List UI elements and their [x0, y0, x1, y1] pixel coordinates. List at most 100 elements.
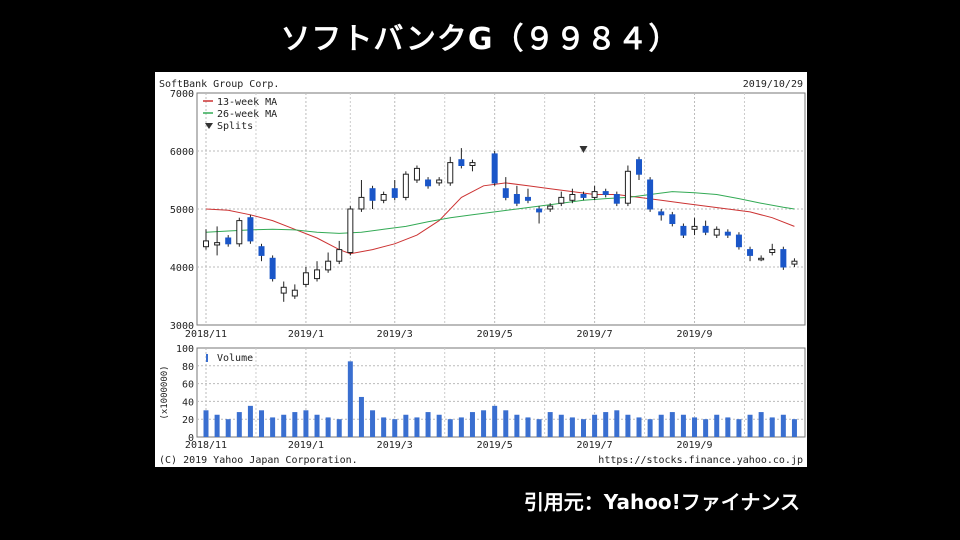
candle-up [758, 257, 765, 261]
volume-tick-label: 20 [182, 415, 194, 426]
candle-up [791, 260, 798, 265]
candle-down [702, 225, 709, 233]
volume-bar [703, 419, 709, 437]
volume-bar [458, 417, 464, 437]
price-tick-label: 5000 [170, 205, 194, 216]
volume-bar [614, 410, 620, 437]
legend-volume-label: Volume [217, 353, 253, 364]
price-x-tick-label: 2019/9 [676, 329, 712, 340]
candle-up [325, 260, 332, 271]
chart-canvas: SoftBank Group Corp. 2019/10/29 3000 4000 50… [159, 79, 806, 466]
candle-up [558, 196, 565, 204]
candle-down [524, 196, 531, 201]
page-title: ソフトバンクG（９９８４） [280, 22, 680, 57]
candle-up [336, 249, 343, 262]
candle-up [547, 205, 554, 210]
candle-up [358, 196, 365, 210]
volume-bar [447, 419, 453, 437]
volume-tick-label: 60 [182, 380, 194, 391]
candle-down [780, 249, 787, 268]
volume-bar [569, 417, 575, 437]
candle-up [280, 286, 287, 294]
volume-bar [259, 410, 265, 437]
volume-bar [725, 417, 731, 437]
volume-tick-label: 0 [188, 433, 194, 444]
price-tick-label: 4000 [170, 263, 194, 274]
volume-unit-label: (x1000000) [160, 365, 170, 419]
candle-up [469, 162, 476, 166]
volume-bar [303, 410, 309, 437]
candle-down [247, 217, 254, 242]
candle-down [647, 179, 654, 210]
candle-down [513, 194, 520, 204]
volume-bar [714, 414, 720, 437]
volume-bar [481, 410, 487, 437]
volume-bar [314, 414, 320, 437]
candle-up [413, 167, 420, 181]
volume-bar [281, 414, 287, 437]
candle-down [613, 194, 620, 204]
candle-up [713, 228, 720, 236]
candle-down [458, 159, 465, 166]
volume-bar [358, 396, 364, 437]
volume-bar [536, 419, 542, 437]
volume-bar [558, 414, 564, 437]
candle-down [580, 194, 587, 198]
candle-up [624, 170, 631, 204]
volume-bar [247, 405, 253, 437]
volume-bar [214, 414, 220, 437]
volume-bar [692, 417, 698, 437]
volume-bar [392, 419, 398, 437]
candle-down [269, 257, 276, 280]
ma26-line [205, 191, 795, 234]
volume-bar [469, 412, 475, 437]
source-credit: 引用元：Yahoo!ファイナンス [523, 490, 800, 514]
price-x-tick-label: 2019/7 [577, 329, 613, 340]
candle-down [536, 208, 543, 213]
volume-bar [414, 417, 420, 437]
candle-up [769, 249, 776, 254]
candle-up [569, 194, 576, 201]
volume-bar [791, 419, 797, 437]
volume-bar [603, 412, 609, 437]
candle-down [491, 153, 498, 184]
candle-down [391, 188, 398, 198]
volume-bar [292, 412, 298, 437]
volume-bar [236, 412, 242, 437]
volume-bar [492, 405, 498, 437]
candle-down [680, 225, 687, 236]
volume-bar [381, 417, 387, 437]
candle-down [735, 234, 742, 248]
candle-up [380, 194, 387, 201]
candle-up [591, 191, 598, 198]
volume-bar [736, 419, 742, 437]
volume-bar [325, 417, 331, 437]
volume-tick-label: 40 [182, 397, 194, 408]
volume-x-tick-label: 2019/7 [577, 440, 613, 451]
price-tick-label: 3000 [170, 321, 194, 332]
company-name: SoftBank Group Corp. [159, 79, 279, 90]
volume-tick-label: 80 [182, 362, 194, 373]
volume-bar [669, 412, 675, 437]
volume-bar [647, 419, 653, 437]
volume-bar [336, 419, 342, 437]
volume-bar [636, 417, 642, 437]
price-x-tick-label: 2018/11 [185, 329, 227, 340]
volume-bar [203, 410, 209, 437]
legend-label-2: Splits [217, 121, 253, 132]
volume-panel-frame [196, 347, 806, 438]
candle-up [314, 269, 321, 280]
candle-up [236, 220, 243, 245]
volume-x-tick-label: 2019/1 [288, 440, 324, 451]
source-url: https://stocks.finance.yahoo.co.jp [598, 455, 803, 466]
candle-up [214, 242, 221, 246]
candle-down [258, 246, 265, 256]
volume-bar [525, 417, 531, 437]
volume-bar [592, 414, 598, 437]
candle-down [747, 249, 754, 256]
price-x-tick-label: 2019/3 [377, 329, 413, 340]
volume-bar [769, 417, 775, 437]
legend-label-0: 13-week MA [217, 97, 277, 108]
volume-bar [547, 412, 553, 437]
volume-bar [580, 419, 586, 437]
